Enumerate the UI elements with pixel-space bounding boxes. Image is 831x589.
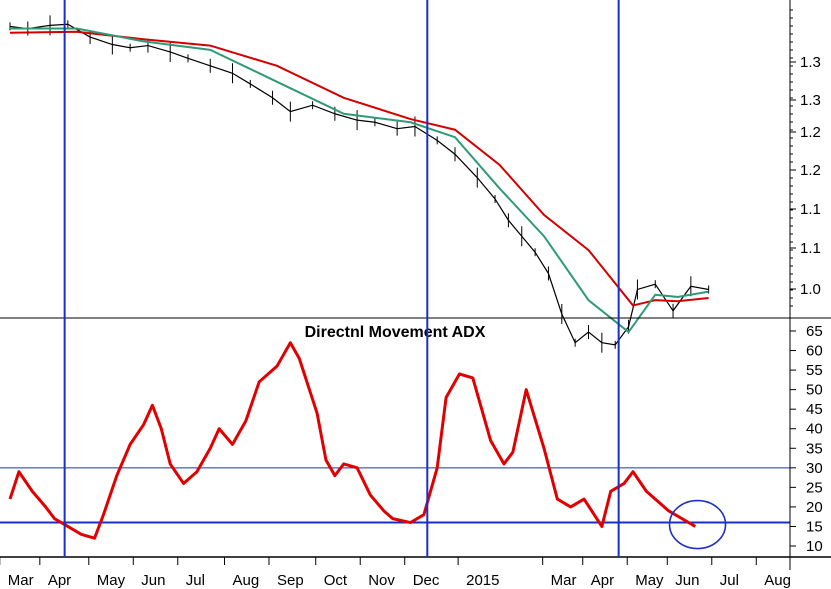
x-tick-label: Oct	[324, 572, 348, 589]
adx-tick-label: 10	[806, 538, 823, 555]
x-tick-label: Sep	[277, 572, 304, 589]
moving-average-red-line	[9, 30, 709, 307]
adx-tick-label: 25	[806, 479, 823, 496]
price-tick-label: 1.1	[800, 201, 821, 218]
adx-line	[8, 341, 697, 540]
adx-tick-label: 65	[806, 323, 823, 340]
x-tick-label: Aug	[764, 572, 791, 589]
adx-tick-label: 45	[806, 401, 823, 418]
annotation-circle	[668, 499, 727, 550]
x-tick-label: Jun	[675, 572, 699, 589]
price-panel: 1.3 1.3 1.2 1.2 1.1 1.1 1.0	[9, 15, 821, 353]
adx-tick-label: 40	[806, 421, 823, 438]
x-tick-label: Aug	[233, 572, 260, 589]
x-tick-label: Nov	[368, 572, 395, 589]
moving-average-green-line	[10, 27, 709, 334]
adx-tick-label: 50	[806, 382, 823, 399]
adx-tick-label: 15	[806, 518, 823, 535]
x-tick-label: Dec	[413, 572, 440, 589]
price-tick-label: 1.3	[800, 92, 821, 109]
x-tick-label: Mar	[8, 572, 34, 589]
grid-lines	[0, 0, 831, 570]
x-tick-label: May	[635, 572, 664, 589]
price-bars-series	[9, 23, 709, 346]
adx-tick-label: 35	[806, 440, 823, 457]
x-tick-label: May	[97, 572, 126, 589]
price-tick-label: 1.2	[800, 124, 821, 141]
adx-title: Directnl Movement ADX	[305, 324, 486, 341]
price-tick-label: 1.1	[800, 240, 821, 257]
adx-tick-label: 60	[806, 343, 823, 360]
x-tick-label: Jul	[720, 572, 739, 589]
x-tick-label: Mar	[551, 572, 577, 589]
x-tick-label: Apr	[48, 572, 71, 589]
adx-tick-label: 20	[806, 499, 823, 516]
x-axis-labels: Mar Apr May Jun Jul Aug Sep Oct Nov Dec 2015 Mar Apr…	[0, 557, 791, 589]
x-tick-label: Apr	[591, 572, 614, 589]
adx-tick-label: 55	[806, 362, 823, 379]
x-tick-label: Jun	[141, 572, 165, 589]
price-tick-label: 1.0	[800, 281, 821, 298]
x-tick-label: Jul	[186, 572, 205, 589]
x-tick-label: 2015	[466, 572, 499, 589]
price-tick-label: 1.3	[800, 54, 821, 71]
adx-panel: 65 60 55 50 45 40 35 30 25 20 15 10	[0, 323, 823, 555]
adx-tick-label: 30	[806, 460, 823, 477]
price-tick-label: 1.2	[800, 162, 821, 179]
